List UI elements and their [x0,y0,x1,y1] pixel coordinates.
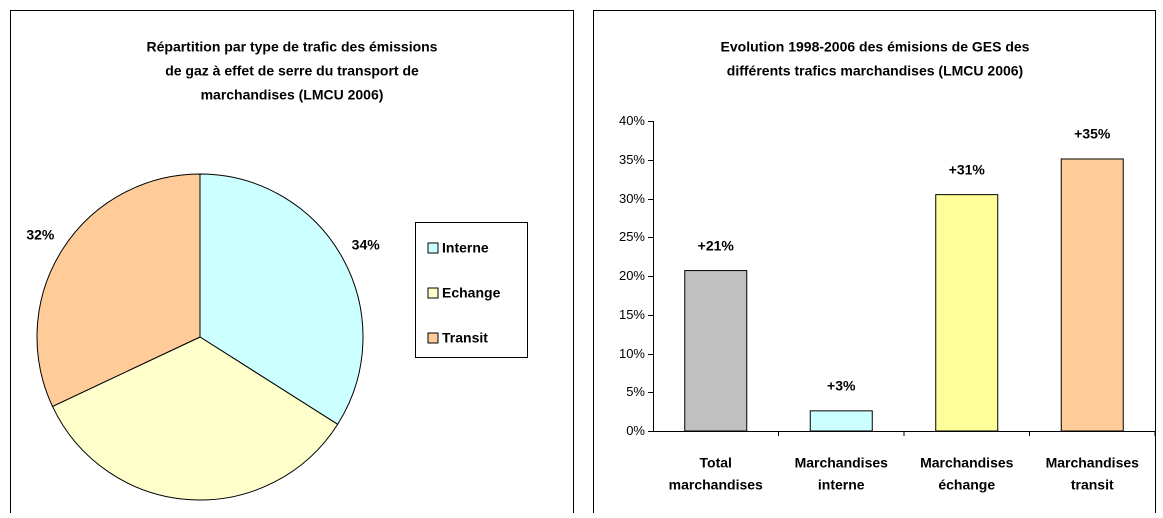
x-tick-label: Marchandises [920,455,1014,471]
legend-swatch [427,332,439,344]
legend-label: Echange [442,285,501,301]
x-tick-label: échange [938,477,995,493]
pie-slice [199,173,364,426]
y-tick-label: 0% [626,423,645,438]
chart-title: différents trafics marchandises (LMCU 20… [727,63,1023,79]
legend-swatch [427,287,439,299]
pie-slice [36,173,201,408]
bar [1060,158,1124,432]
y-tick-label: 10% [619,346,645,361]
y-tick-label: 5% [626,384,645,399]
chart-title: de gaz à effet de serre du transport de [165,63,419,79]
chart-title: Evolution 1998-2006 des émisions de GES … [721,39,1030,55]
bar [935,194,999,432]
bar-label: +21% [698,237,735,253]
y-tick-label: 15% [619,307,645,322]
slice-label: 34% [352,237,381,253]
x-tick-label: Marchandises [1046,455,1140,471]
chart-title: Répartition par type de trafic des émiss… [147,39,438,55]
bar [684,270,748,432]
bar-label: +35% [1074,126,1111,142]
y-tick-label: 35% [619,152,645,167]
pie-slice [51,336,339,501]
slice-label: 32% [26,226,55,242]
bar [809,410,873,432]
bar-label: +3% [827,378,856,394]
y-tick-label: 30% [619,191,645,206]
y-tick-label: 40% [619,113,645,128]
y-tick-label: 20% [619,268,645,283]
legend-swatch [427,242,439,254]
x-tick-label: Marchandises [795,455,889,471]
x-tick-label: transit [1071,477,1114,493]
x-tick-label: interne [818,477,865,493]
x-tick-label: marchandises [669,477,763,493]
legend-label: Transit [442,330,488,346]
chart-title: marchandises (LMCU 2006) [201,87,384,103]
bar-label: +31% [949,161,986,177]
legend-label: Interne [442,240,489,256]
x-tick-label: Total [700,455,732,471]
y-tick-label: 25% [619,229,645,244]
